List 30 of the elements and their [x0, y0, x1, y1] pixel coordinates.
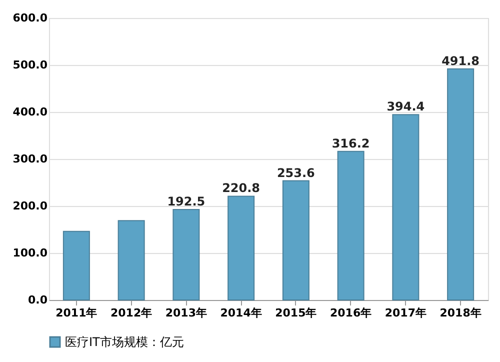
y-tick-label: 300.0 — [12, 152, 48, 166]
data-label: 491.8 — [442, 54, 480, 68]
bar — [172, 209, 200, 300]
bar — [447, 68, 474, 300]
x-tick-label: 2017年 — [384, 306, 426, 320]
x-tick-label: 2018年 — [440, 306, 482, 320]
y-tick-label: 400.0 — [12, 106, 48, 118]
bar — [392, 114, 420, 300]
x-tick-label: 2015年 — [275, 306, 317, 320]
bar — [282, 180, 310, 300]
y-tick-label: 600.0 — [12, 12, 48, 24]
data-label: 253.6 — [276, 166, 315, 180]
data-label: 192.5 — [167, 194, 206, 209]
data-label: 316.2 — [332, 136, 370, 150]
legend-label: 医疗IT市场规模：亿元 — [65, 335, 184, 349]
y-tick-label: 0.0 — [28, 294, 48, 306]
y-tick-label: 500.0 — [12, 58, 48, 72]
x-tick-label: 2012年 — [110, 306, 152, 320]
x-tick-label: 2014年 — [220, 306, 262, 320]
bar — [337, 150, 364, 300]
x-tick-label: 2016年 — [330, 306, 372, 320]
bar — [118, 220, 145, 300]
bar — [228, 196, 255, 300]
data-label: 220.8 — [222, 181, 260, 196]
y-tick-label: 100.0 — [12, 246, 48, 260]
x-tick-label: 2013年 — [165, 306, 207, 320]
bar — [62, 230, 90, 300]
y-tick-label: 200.0 — [12, 200, 48, 212]
data-label: 394.4 — [386, 100, 425, 114]
x-tick-label: 2011年 — [56, 306, 98, 320]
